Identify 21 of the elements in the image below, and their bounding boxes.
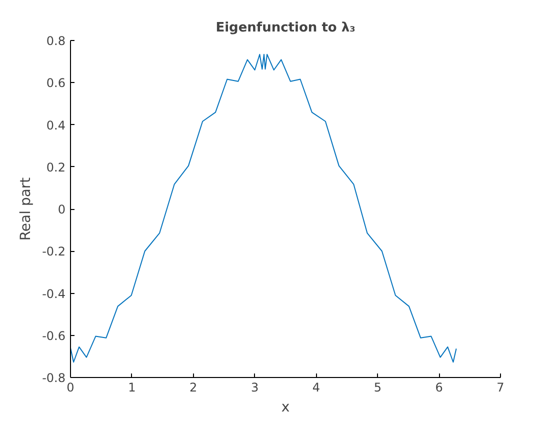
- x-tick-label: 6: [435, 380, 443, 394]
- x-tick-label: 0: [66, 380, 74, 394]
- x-axis-title: x: [281, 400, 290, 416]
- y-tick-label: 0.4: [46, 118, 66, 132]
- y-tick-label: -0.8: [42, 371, 66, 385]
- y-tick-label: 0.2: [46, 160, 66, 174]
- chart-title: Eigenfunction to λ₃: [216, 20, 356, 36]
- x-tick-label: 1: [128, 380, 136, 394]
- y-tick-label: 0: [58, 202, 66, 216]
- x-tick-label: 5: [374, 380, 382, 394]
- x-tick-label: 7: [496, 380, 504, 394]
- y-tick-label: -0.4: [42, 286, 66, 301]
- y-tick-label: -0.2: [42, 244, 66, 259]
- x-tick-label: 2: [190, 380, 198, 394]
- y-tick-label: -0.6: [42, 328, 66, 343]
- y-tick-label: 0.8: [46, 34, 66, 48]
- y-axis-title: Real part: [18, 176, 34, 241]
- x-tick-label: 4: [312, 380, 320, 394]
- x-tick-label: 3: [250, 380, 259, 394]
- line-series: [70, 54, 457, 363]
- y-tick-label: 0.6: [46, 76, 66, 90]
